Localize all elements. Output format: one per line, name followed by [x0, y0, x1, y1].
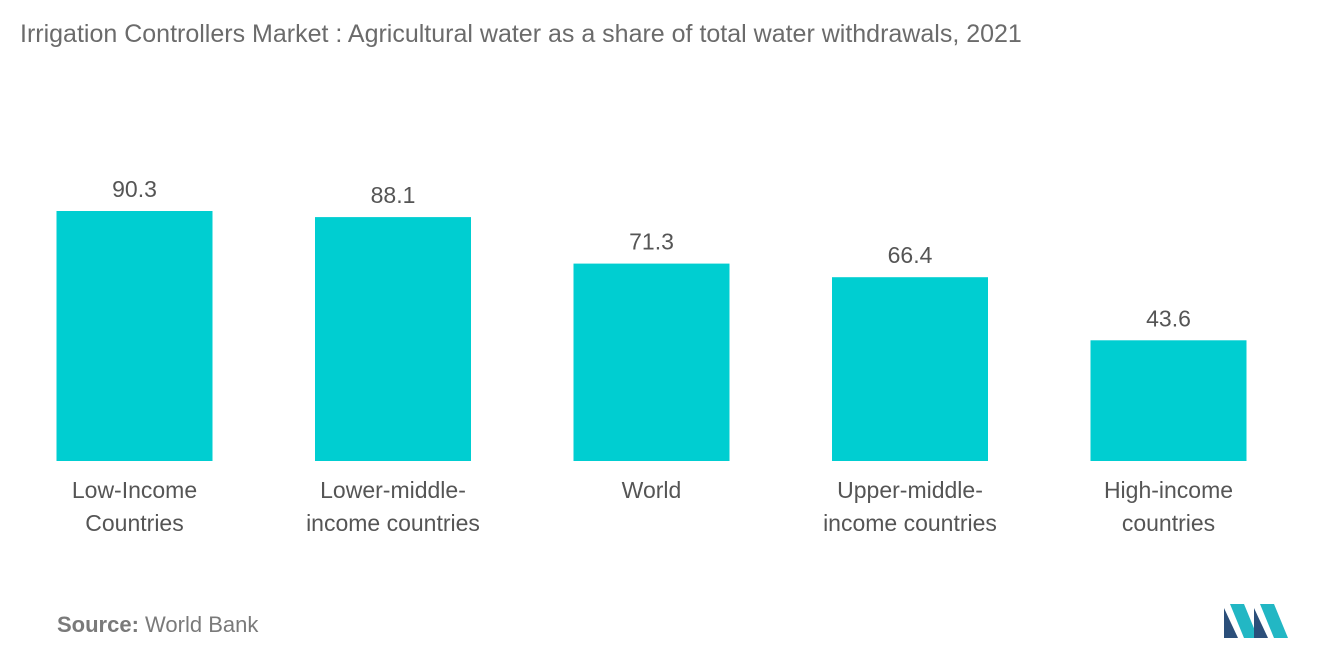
category-label-0-0: Low-Income: [72, 477, 197, 503]
value-label-2: 71.3: [629, 229, 674, 255]
category-label-3-1: income countries: [823, 510, 997, 536]
chart-title: Irrigation Controllers Market : Agricult…: [20, 20, 1022, 48]
source-label: Source:: [57, 612, 139, 637]
bar-3: [832, 277, 988, 461]
category-label-1-0: Lower-middle-: [320, 477, 466, 503]
bar-2: [573, 263, 730, 461]
source-value: World Bank: [145, 612, 259, 637]
value-label-4: 43.6: [1146, 305, 1191, 331]
category-label-4-0: High-income: [1104, 477, 1233, 503]
category-label-4-1: countries: [1122, 510, 1215, 536]
category-label-0-1: Countries: [85, 510, 183, 536]
value-label-0: 90.3: [112, 176, 157, 202]
category-label-3-0: Upper-middle-: [837, 477, 983, 503]
bar-0: [56, 211, 213, 461]
value-label-3: 66.4: [888, 242, 933, 268]
bar-4: [1090, 340, 1247, 461]
mordor-logo-icon: [1224, 604, 1288, 638]
category-label-1-1: income countries: [306, 510, 480, 536]
source-note: Source: World Bank: [57, 612, 258, 638]
value-label-1: 88.1: [371, 182, 416, 208]
category-label-2-0: World: [622, 477, 682, 503]
bar-1: [315, 217, 471, 461]
